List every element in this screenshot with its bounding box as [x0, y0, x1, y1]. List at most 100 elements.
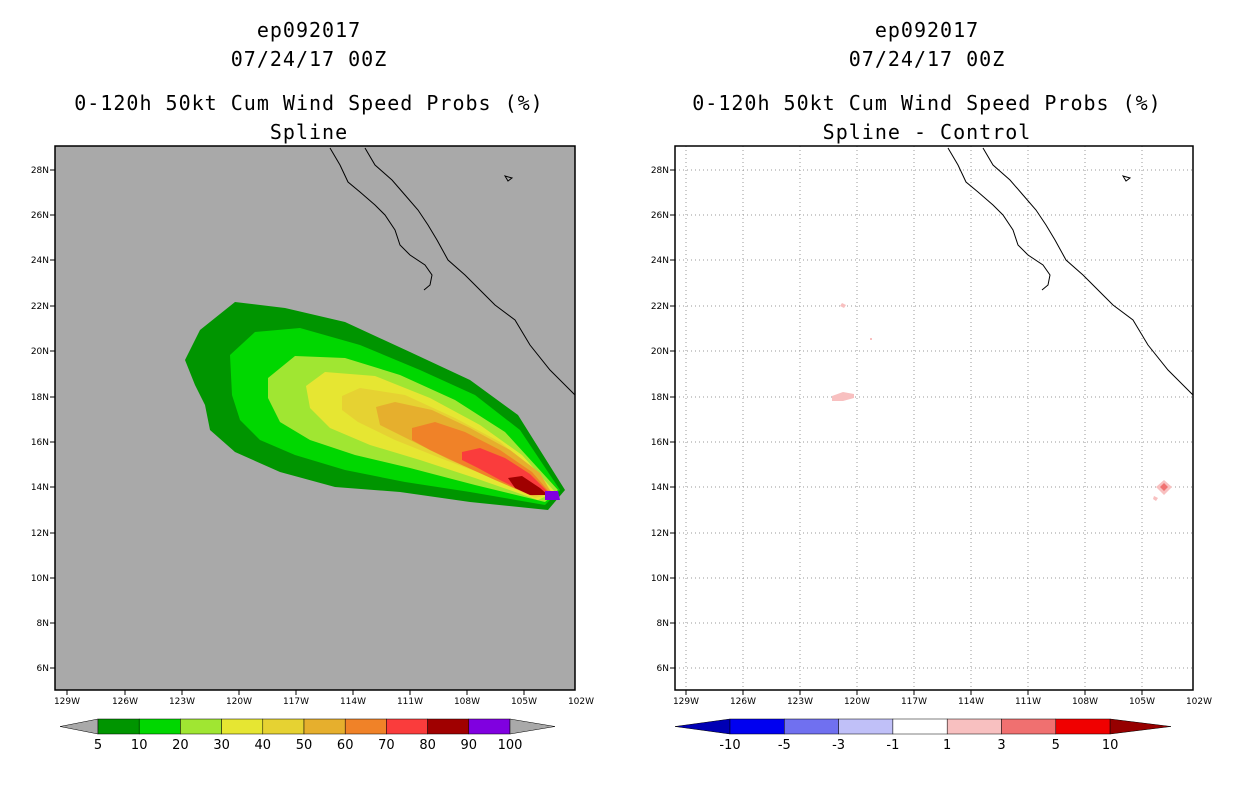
- lat-tick-label: 12N: [651, 529, 669, 539]
- lat-tick-label: 16N: [651, 438, 669, 448]
- lat-tick-label: 18N: [31, 393, 49, 403]
- lat-tick-label: 14N: [651, 483, 669, 493]
- colorbar-bin: [138, 718, 181, 735]
- lon-tick-label: 117W: [901, 697, 927, 707]
- colorbar-bin: [262, 718, 305, 735]
- lat-tick-label: 16N: [31, 438, 49, 448]
- colorbar-label: -5: [778, 738, 791, 753]
- colorbar-bin: [838, 718, 894, 735]
- lon-tick-label: 117W: [283, 697, 309, 707]
- colorbar-label: 40: [255, 738, 272, 753]
- colorbar-label: -3: [832, 738, 845, 753]
- lat-tick-label: 24N: [651, 256, 669, 266]
- lat-tick-label: 20N: [651, 347, 669, 357]
- colorbar-label: 10: [131, 738, 148, 753]
- lat-tick-label: 26N: [651, 211, 669, 221]
- coastline: [329, 147, 576, 396]
- lon-tick-label: 108W: [1072, 697, 1098, 707]
- colorbar-label: 3: [997, 738, 1005, 753]
- colorbar-label: 20: [172, 738, 189, 753]
- colorbar-bin: [1001, 718, 1057, 735]
- subtitle: Spline - Control: [822, 120, 1032, 144]
- colorbar-bin: [946, 718, 1002, 735]
- product-title: 0-120h 50kt Cum Wind Speed Probs (%): [74, 91, 544, 115]
- probability-colorbar: 5 10 20 30 40 50 60 70 80 90 100: [59, 718, 556, 753]
- lat-tick-label: 6N: [657, 664, 669, 674]
- colorbar-label: 80: [419, 738, 436, 753]
- colorbar-bin: [386, 718, 428, 735]
- map-frame: [54, 145, 576, 691]
- lat-tick-label: 20N: [31, 347, 49, 357]
- map-frame: [674, 145, 1194, 691]
- lon-tick-label: 105W: [511, 697, 537, 707]
- colorbar-bin: [97, 718, 140, 735]
- lat-tick-label: 8N: [37, 619, 49, 629]
- colorbar-low-extension: [674, 718, 731, 735]
- lat-tick-label: 18N: [651, 393, 669, 403]
- lon-tick-label: 114W: [340, 697, 366, 707]
- colorbar-high-extension: [1109, 718, 1172, 735]
- spline-probability-panel: ep092017 07/24/17 00Z 0-120h 50kt Cum Wi…: [31, 18, 594, 753]
- lat-tick-label: 22N: [31, 302, 49, 312]
- colorbar-label: 5: [1052, 738, 1060, 753]
- probability-swath: [185, 302, 565, 510]
- storm-id-title: ep092017: [874, 18, 980, 42]
- difference-colorbar: -10 -5 -3 -1 1 3 5 10: [674, 718, 1172, 753]
- colorbar-label: 60: [337, 738, 354, 753]
- colorbar-label: 70: [378, 738, 395, 753]
- colorbar-label: 30: [213, 738, 230, 753]
- map-background: [675, 146, 1193, 690]
- probability-map: 129W 126W 123W 120W 117W 114W 111W 108W 105W 102W…: [31, 145, 594, 753]
- lon-tick-label: 126W: [730, 697, 756, 707]
- lon-tick-label: 111W: [1015, 697, 1041, 707]
- lat-tick-label: 22N: [651, 302, 669, 312]
- colorbar-bin: [427, 718, 470, 735]
- colorbar-low-extension: [59, 718, 99, 735]
- lat-tick-label: 24N: [31, 256, 49, 266]
- coastline: [947, 147, 1194, 396]
- colorbar-label: 50: [296, 738, 313, 753]
- colorbar-bin: [1055, 718, 1111, 735]
- lon-tick-label: 123W: [169, 697, 195, 707]
- colorbar-high-extension: [509, 718, 556, 735]
- colorbar-bin: [221, 718, 264, 735]
- longitude-axis: 129W 126W 123W 120W 117W 114W 111W 108W 105W 102W: [54, 690, 594, 707]
- lon-tick-label: 105W: [1129, 697, 1155, 707]
- lat-tick-label: 14N: [31, 483, 49, 493]
- lat-tick-label: 10N: [31, 574, 49, 584]
- lon-tick-label: 129W: [673, 697, 699, 707]
- colorbar-label: -1: [886, 738, 899, 753]
- colorbar-bin: [784, 718, 839, 735]
- lon-tick-label: 126W: [112, 697, 138, 707]
- lon-tick-label: 129W: [54, 697, 80, 707]
- datetime-title: 07/24/17 00Z: [848, 47, 1006, 71]
- colorbar-label: 10: [1102, 738, 1119, 753]
- gridlines: [675, 146, 1193, 690]
- colorbar-bin: [344, 718, 387, 735]
- lon-tick-label: 123W: [787, 697, 813, 707]
- difference-patches: [832, 303, 1172, 501]
- lon-tick-label: 120W: [226, 697, 252, 707]
- colorbar-bin: [303, 718, 346, 735]
- colorbar-label: 100: [498, 738, 523, 753]
- colorbar-bin: [468, 718, 511, 735]
- latitude-axis: 6N 8N 10N 12N 14N 16N 18N 20N 22N 24N 26N 28N: [31, 166, 55, 674]
- lon-tick-label: 102W: [568, 697, 594, 707]
- lat-tick-label: 12N: [31, 529, 49, 539]
- datetime-title: 07/24/17 00Z: [230, 47, 388, 71]
- colorbar-label: 5: [94, 738, 102, 753]
- longitude-axis: 129W 126W 123W 120W 117W 114W 111W 108W 105W 102W: [673, 690, 1212, 707]
- product-title: 0-120h 50kt Cum Wind Speed Probs (%): [692, 91, 1162, 115]
- colorbar-bin: [892, 718, 948, 735]
- lat-tick-label: 8N: [657, 619, 669, 629]
- lon-tick-label: 102W: [1186, 697, 1212, 707]
- subtitle: Spline: [269, 120, 349, 144]
- lon-tick-label: 114W: [958, 697, 984, 707]
- colorbar-label: 90: [461, 738, 478, 753]
- difference-map: 129W 126W 123W 120W 117W 114W 111W 108W 105W 102W…: [651, 145, 1212, 753]
- lat-tick-label: 28N: [651, 166, 669, 176]
- colorbar-bin: [729, 718, 785, 735]
- colorbar-bin: [180, 718, 222, 735]
- latitude-axis: 6N 8N 10N 12N 14N 16N 18N 20N 22N 24N 26N 28N: [651, 166, 675, 674]
- storm-id-title: ep092017: [256, 18, 362, 42]
